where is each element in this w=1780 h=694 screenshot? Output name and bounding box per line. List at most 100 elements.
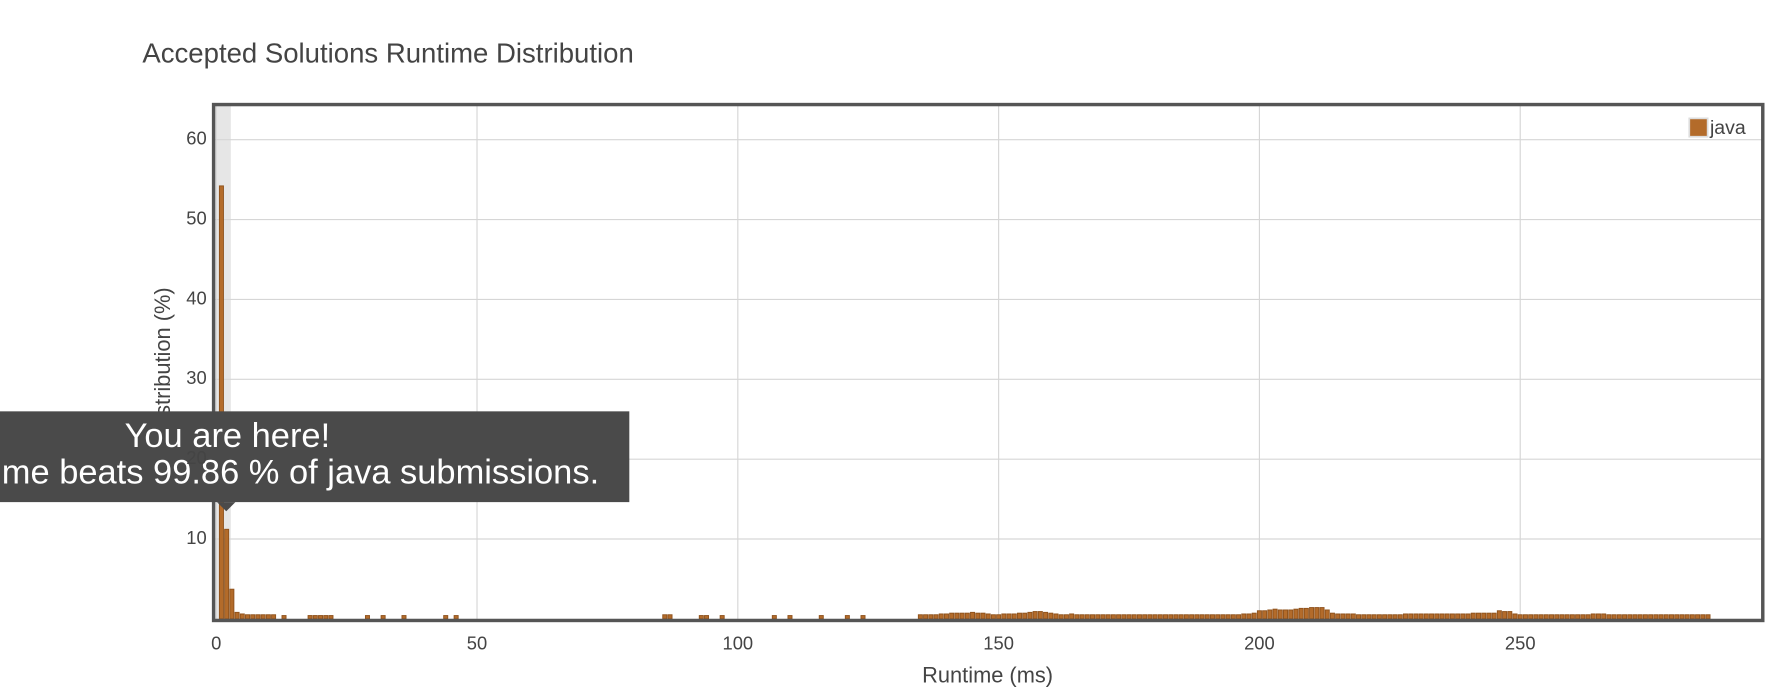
- bar: [1590, 613, 1596, 620]
- bar: [1491, 612, 1497, 620]
- bar: [380, 615, 386, 620]
- bar: [1512, 613, 1518, 620]
- bar: [954, 612, 960, 620]
- bar: [1293, 608, 1299, 620]
- bar: [1397, 614, 1403, 620]
- bar: [1434, 613, 1440, 620]
- bar: [1329, 612, 1335, 620]
- y-tick-label: 50: [186, 207, 206, 228]
- bar: [1147, 614, 1153, 620]
- bar: [667, 614, 673, 620]
- bar: [1100, 614, 1106, 620]
- bar: [1569, 614, 1575, 620]
- bar: [1225, 614, 1231, 620]
- x-tick-label: 0: [211, 632, 221, 653]
- bar: [1168, 614, 1174, 620]
- bar: [1189, 614, 1195, 620]
- bar: [1319, 607, 1325, 620]
- bar: [1131, 614, 1137, 620]
- bar: [1215, 614, 1221, 620]
- bar: [1538, 614, 1544, 620]
- x-tick-label: 100: [722, 632, 753, 653]
- bar: [1121, 614, 1127, 620]
- bar: [239, 613, 245, 620]
- bar: [307, 615, 313, 620]
- bar: [970, 611, 976, 620]
- bar: [933, 614, 939, 620]
- bar: [1460, 613, 1466, 620]
- bar: [1095, 614, 1101, 620]
- bar: [1262, 610, 1268, 620]
- bar: [1595, 613, 1601, 620]
- bar: [1116, 614, 1122, 620]
- bar: [1090, 614, 1096, 620]
- bar: [1032, 611, 1038, 620]
- bar: [1037, 611, 1043, 620]
- bar: [1163, 614, 1169, 620]
- bar: [1616, 614, 1622, 620]
- bar: [1298, 607, 1304, 620]
- bar: [1288, 609, 1294, 620]
- bar: [1069, 613, 1075, 620]
- bar: [312, 615, 318, 620]
- tooltip: You are here! Your runtime beats 99.86 %…: [0, 411, 630, 512]
- bar: [1356, 614, 1362, 620]
- bar: [1043, 611, 1049, 620]
- bar: [1079, 614, 1085, 620]
- tooltip-text: Your runtime beats 99.86 % of java submi…: [0, 454, 599, 492]
- bar: [1267, 609, 1273, 620]
- bar: [1350, 613, 1356, 620]
- bar: [1559, 614, 1565, 620]
- bar: [1418, 613, 1424, 620]
- legend: java: [1688, 117, 1746, 139]
- bar: [1376, 614, 1382, 620]
- tooltip-box: [0, 411, 630, 503]
- bar: [1564, 614, 1570, 620]
- bar: [1517, 614, 1523, 620]
- bars: [218, 185, 1711, 620]
- bar: [949, 612, 955, 620]
- bar: [1689, 614, 1695, 620]
- bar: [662, 614, 668, 620]
- bar: [1063, 614, 1069, 620]
- bar: [1074, 614, 1080, 620]
- x-tick-label: 200: [1244, 632, 1275, 653]
- bar: [1011, 613, 1017, 620]
- bar: [265, 614, 271, 620]
- bar: [1303, 607, 1309, 620]
- bar: [1423, 613, 1429, 620]
- bar: [1084, 614, 1090, 620]
- bar: [281, 615, 287, 620]
- bar: [1663, 614, 1669, 620]
- bar: [1486, 612, 1492, 620]
- bar: [844, 615, 850, 620]
- bar: [1627, 614, 1633, 620]
- bar: [1142, 614, 1148, 620]
- bar: [928, 614, 934, 620]
- y-tick-label: 10: [186, 527, 206, 548]
- bar: [1439, 613, 1445, 620]
- bar: [1387, 614, 1393, 620]
- bar: [1611, 614, 1617, 620]
- bar: [1314, 607, 1320, 620]
- bar: [318, 615, 324, 620]
- bar: [1022, 612, 1028, 620]
- bar: [1105, 614, 1111, 620]
- bar: [234, 611, 240, 620]
- y-tick-label: 40: [186, 287, 206, 308]
- bar: [985, 613, 991, 620]
- bar: [1392, 614, 1398, 620]
- bar: [1476, 612, 1481, 620]
- bar: [1277, 609, 1283, 620]
- bar: [1283, 609, 1288, 620]
- bar: [1674, 614, 1680, 620]
- bar: [453, 615, 459, 620]
- bar: [1653, 614, 1659, 620]
- bar: [1601, 613, 1607, 620]
- bar: [1246, 613, 1252, 620]
- bar: [959, 612, 965, 620]
- bar: [1173, 614, 1179, 620]
- bar: [1496, 610, 1502, 620]
